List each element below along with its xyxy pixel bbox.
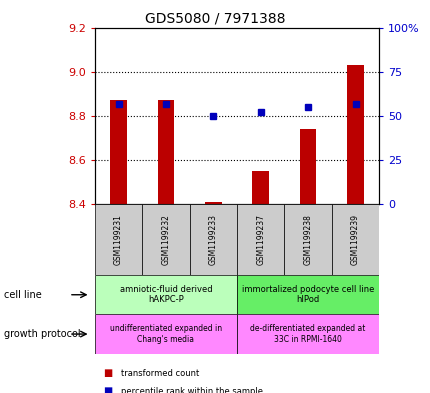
Bar — [252, 171, 268, 204]
Bar — [95, 275, 237, 314]
Text: GSM1199238: GSM1199238 — [303, 214, 312, 265]
Bar — [237, 314, 378, 354]
Bar — [237, 275, 378, 314]
Text: percentile rank within the sample: percentile rank within the sample — [120, 387, 262, 393]
Text: transformed count: transformed count — [120, 369, 199, 378]
Text: GSM1199231: GSM1199231 — [114, 214, 123, 265]
Bar — [284, 204, 331, 275]
Bar — [299, 129, 316, 204]
Bar — [95, 314, 237, 354]
Text: ■: ■ — [103, 368, 112, 378]
Bar — [331, 204, 378, 275]
Text: immortalized podocyte cell line
hIPod: immortalized podocyte cell line hIPod — [241, 285, 374, 305]
Text: ■: ■ — [103, 386, 112, 393]
Text: undifferentiated expanded in
Chang's media: undifferentiated expanded in Chang's med… — [110, 324, 221, 344]
Bar — [237, 204, 284, 275]
Bar — [110, 101, 126, 204]
Text: amniotic-fluid derived
hAKPC-P: amniotic-fluid derived hAKPC-P — [120, 285, 212, 305]
Text: GSM1199239: GSM1199239 — [350, 214, 359, 265]
Text: GSM1199232: GSM1199232 — [161, 214, 170, 265]
Text: cell line: cell line — [4, 290, 42, 300]
Text: GSM1199233: GSM1199233 — [209, 214, 217, 265]
Text: de-differentiated expanded at
33C in RPMI-1640: de-differentiated expanded at 33C in RPM… — [250, 324, 365, 344]
Bar — [95, 204, 142, 275]
Bar — [157, 101, 174, 204]
Text: GDS5080 / 7971388: GDS5080 / 7971388 — [145, 12, 285, 26]
Bar — [205, 202, 221, 204]
Bar — [347, 65, 363, 204]
Bar — [142, 204, 189, 275]
Bar — [189, 204, 236, 275]
Text: GSM1199237: GSM1199237 — [256, 214, 264, 265]
Text: growth protocol: growth protocol — [4, 329, 81, 339]
